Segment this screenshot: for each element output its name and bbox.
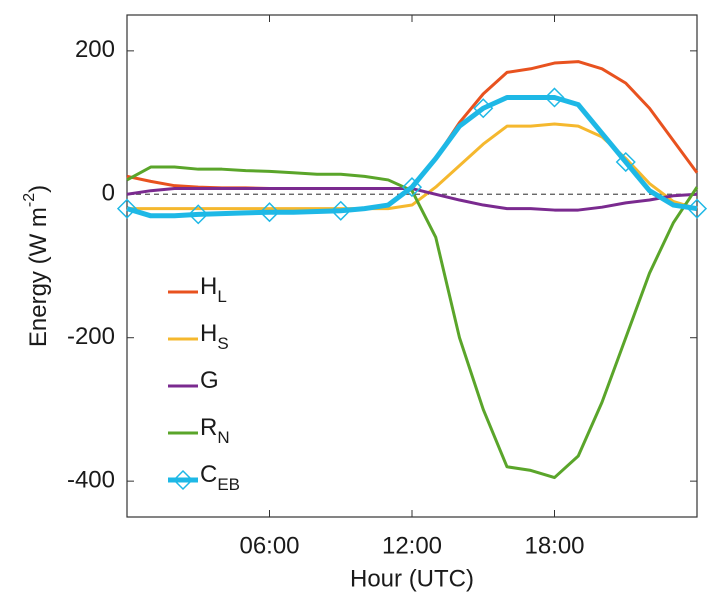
legend-label: RN [200,414,230,447]
x-tick-label: 06:00 [239,532,299,559]
legend-label: HL [200,273,227,306]
legend-label: HS [200,320,229,353]
y-axis-label-text: Energy (W m [25,207,52,347]
series-marker [686,198,708,219]
legend-sub: N [217,428,229,447]
x-axis-label: Hour (UTC) [350,565,474,592]
y-tick-label: -200 [67,323,115,350]
legend-name: H [200,273,217,300]
legend-name: C [200,461,217,488]
legend-name: G [200,367,219,394]
y-tick-label: -400 [67,466,115,493]
series-marker [330,200,351,221]
series-marker [544,87,565,108]
y-axis-label-sup: -2 [21,193,38,207]
legend-label: CEB [200,461,240,494]
legend-name: R [200,414,217,441]
legend-sub: L [217,287,226,306]
plot-frame [126,14,698,518]
series-marker [259,202,280,223]
series-marker [473,98,494,119]
legend-sub: EB [217,475,240,494]
x-tick-label: 18:00 [524,532,584,559]
series-marker [401,177,423,198]
y-tick-label: 200 [75,36,115,63]
y-tick-label: 0 [102,180,115,207]
legend-marker [172,469,194,491]
series-marker [188,204,209,225]
y-axis-label-end: ) [25,185,52,193]
x-tick-label: 12:00 [382,532,442,559]
series-marker [615,151,636,173]
legend-label: G [200,367,219,394]
series-marker [116,198,138,219]
series-line [126,165,699,480]
legend-name: H [200,320,217,347]
y-axis-label: Energy (W m-2) [21,185,52,347]
series-line [126,94,698,219]
legend-sub: S [217,334,228,353]
